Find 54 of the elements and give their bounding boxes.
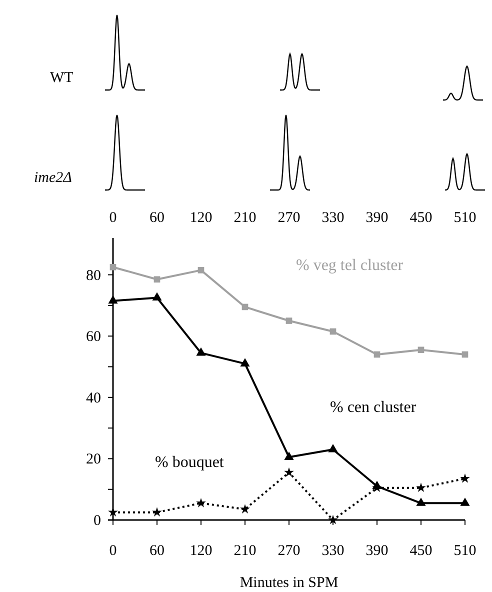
point bbox=[240, 358, 250, 366]
point bbox=[416, 482, 426, 492]
category-label: 60 bbox=[150, 543, 164, 559]
point bbox=[110, 264, 116, 270]
text: % bouquet bbox=[155, 454, 224, 471]
text: % veg tel cluster bbox=[296, 257, 404, 274]
x-tick-label: 210 bbox=[234, 210, 256, 226]
category-label: 270 bbox=[278, 543, 300, 559]
x-tick-label: 510 bbox=[454, 210, 476, 226]
x-tick-label: 450 bbox=[410, 210, 432, 226]
point bbox=[286, 318, 292, 324]
point bbox=[196, 347, 206, 356]
text: ime2Δ bbox=[34, 170, 72, 186]
point bbox=[460, 498, 470, 506]
category-label: 330 bbox=[322, 543, 344, 559]
point bbox=[418, 346, 424, 354]
text: WT bbox=[50, 70, 74, 86]
point bbox=[198, 267, 204, 274]
x-axis-title: Minutes in SPM bbox=[240, 575, 338, 591]
x-tick-label: 330 bbox=[322, 210, 344, 226]
point bbox=[240, 504, 250, 514]
point bbox=[462, 351, 468, 358]
category-label: 120 bbox=[190, 543, 212, 559]
x-tick-label: 120 bbox=[190, 210, 212, 226]
point bbox=[460, 473, 470, 483]
y-tick-label: 80 bbox=[86, 268, 101, 284]
y-tick-label: 0 bbox=[94, 513, 101, 529]
category-label: 450 bbox=[410, 543, 432, 559]
y-tick-label: 20 bbox=[86, 452, 101, 468]
category-label: 510 bbox=[454, 543, 476, 559]
point bbox=[196, 498, 206, 508]
point bbox=[328, 514, 338, 524]
point bbox=[108, 507, 118, 517]
point bbox=[108, 295, 118, 304]
point bbox=[154, 276, 160, 283]
category-label: 0 bbox=[109, 543, 117, 559]
x-tick-label: 390 bbox=[366, 210, 388, 226]
point bbox=[284, 452, 294, 460]
point bbox=[242, 304, 248, 310]
point bbox=[374, 351, 380, 358]
x-tick-label: 60 bbox=[150, 210, 164, 226]
point bbox=[416, 498, 426, 506]
point bbox=[152, 507, 162, 517]
point bbox=[284, 467, 294, 477]
x-tick-label: 0 bbox=[109, 210, 117, 226]
point bbox=[328, 444, 338, 452]
point bbox=[152, 292, 162, 301]
point bbox=[330, 328, 336, 335]
y-tick-label: 60 bbox=[86, 329, 101, 346]
category-label: 390 bbox=[366, 543, 388, 559]
series-label: % cen cluster bbox=[330, 399, 417, 416]
y-tick-label: 40 bbox=[86, 390, 101, 406]
x-tick-label: 270 bbox=[278, 210, 300, 226]
category-label: 210 bbox=[234, 543, 256, 559]
